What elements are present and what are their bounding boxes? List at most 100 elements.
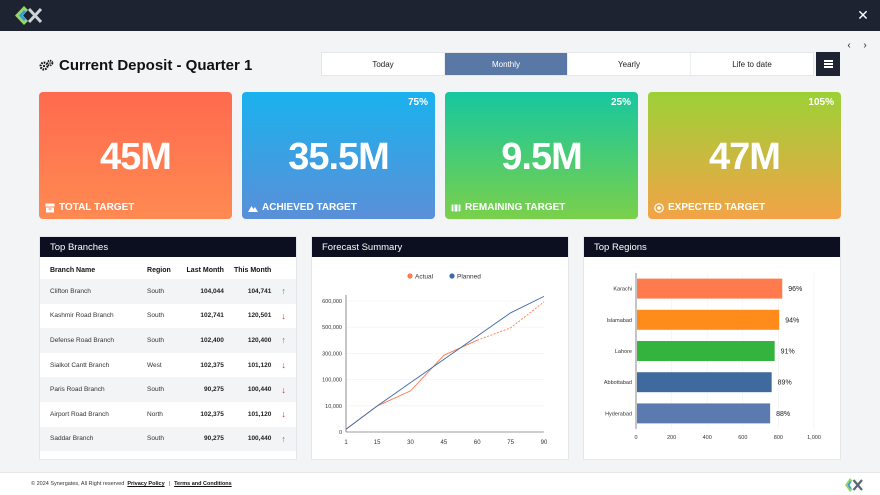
this-month-cell: 120,501 [247,312,272,320]
table-row[interactable]: Defense Road Branch South 102,400 120,400 ↑ [40,328,296,353]
expected-target-card[interactable]: 105% 47M EXPECTED TARGET [648,92,841,219]
top-bar: ✕ [0,0,880,31]
category-label: Lahore [615,349,632,355]
card-percent: 75% [407,97,428,108]
gears-icon [39,59,54,71]
table-row[interactable]: Kashmir Road Branch South 102,741 120,501 ↓ [40,304,296,329]
tab-monthly[interactable]: Monthly [445,53,568,75]
trend-cell: ↑ [275,279,296,304]
total-target-card[interactable]: 45M TOTAL TARGET [39,92,232,219]
this-month-cell: 120,400 [227,328,276,353]
next-page-button[interactable]: › [863,40,867,51]
period-tabs: Today Monthly Yearly Life to date [321,52,814,76]
last-month-cell: 102,375 [200,361,224,369]
synergates-logo [845,478,863,492]
category-label: Hyderabad [605,411,632,417]
category-label: Islamabad [607,318,632,324]
series-line-planned [345,295,545,430]
branch-name-cell: Clifton Branch [40,279,138,304]
x-tick-label: 400 [703,435,712,441]
achieved-target-card[interactable]: 75% 35.5M ACHIEVED TARGET [242,92,435,219]
trend-cell: ↓ [275,353,296,378]
category-label: Abbottabad [604,380,632,386]
footer: © 2024 Synergates, All Right reserved Pr… [0,472,880,495]
card-label: ACHIEVED TARGET [262,202,357,213]
this-month-cell: 101,120 [247,361,272,369]
region-cell: South [137,377,179,402]
tab-today[interactable]: Today [322,53,445,75]
this-month-cell: 100,440 [227,377,276,402]
card-label: TOTAL TARGET [59,202,135,213]
x-tick-label: 0 [634,435,637,441]
privacy-policy-link[interactable]: Privacy Policy [127,481,165,487]
arrow-down-icon: ↓ [281,310,286,321]
table-row[interactable]: Sialkot Cantt Branch West 102,375 101,120 ↓ [40,353,296,378]
card-value: 45M [100,136,172,178]
mountain-icon [248,205,258,212]
regions-bar-chart: 0 200 400 600 800 1,000 Karachi 96% Islamabad 94%… [604,273,821,441]
arrow-down-icon: ↓ [281,384,286,395]
column-header[interactable]: Region [147,266,171,274]
top-regions-panel: Top Regions 0 200 400 600 800 1,000 Karachi 96%… [583,236,841,460]
arrow-up-icon: ↑ [281,433,286,444]
synergates-logo[interactable] [14,5,46,26]
y-tick-label: 300,000 [322,351,342,357]
archive-icon [45,203,55,212]
branches-table: Branch Name Region Last Month This Month… [40,261,296,452]
this-month-cell: 101,120 [247,410,272,418]
card-value: 9.5M [501,136,582,178]
bar-value-label: 96% [788,286,802,293]
x-tick-label: 45 [441,440,448,446]
arrow-down-icon: ↓ [281,360,286,371]
region-bar[interactable] [637,372,772,393]
table-row[interactable]: Saddar Branch South 90,275 100,440 ↑ [40,426,296,452]
trend-cell: ↓ [275,304,296,329]
x-tick-label: 1 [344,440,348,446]
forecast-line-chart: Actual Planned 0 10,000 100,000 300,000 500,00… [322,273,548,446]
table-row[interactable]: Clifton Branch South 104,044 104,741 ↑ [40,279,296,304]
region-cell: North [147,410,163,418]
trend-cell: ↓ [275,402,296,427]
last-month-cell: 102,741 [200,312,224,320]
region-bar[interactable] [637,403,771,424]
remaining-target-card[interactable]: 25% 9.5M REMAINING TARGET [445,92,638,219]
tab-life-to-date[interactable]: Life to date [732,59,772,69]
panel-title: Top Regions [584,237,840,257]
last-month-cell: 90,275 [178,377,228,402]
region-bar[interactable] [637,278,783,299]
branch-name-cell: Paris Road Branch [40,377,138,402]
page-header: Current Deposit - Quarter 1 [39,55,252,75]
page-title: Current Deposit - Quarter 1 [59,56,253,74]
region-bar[interactable] [637,341,775,361]
card-value: 35.5M [288,136,390,178]
previous-page-button[interactable]: ‹ [847,40,851,51]
footer-separator: | [168,481,171,487]
column-header[interactable]: This Month [234,266,272,274]
card-percent: 25% [610,97,631,108]
menu-icon[interactable] [816,52,840,76]
card-label: REMAINING TARGET [465,202,566,213]
column-header[interactable]: Branch Name [50,266,96,274]
table-row[interactable]: Airport Road Branch North 102,375 101,120 ↓ [40,402,296,427]
tab-yearly[interactable]: Yearly [568,53,691,75]
x-tick-label: 200 [667,435,676,441]
bar-value-label: 88% [776,411,790,418]
region-bar[interactable] [637,309,780,330]
this-month-cell: 104,741 [227,279,276,304]
panel-title: Top Branches [40,237,296,257]
terms-link[interactable]: Terms and Conditions [174,481,232,487]
branch-name-cell: Airport Road Branch [50,410,109,418]
trend-cell: ↑ [275,328,296,353]
x-tick-label: 15 [374,440,381,446]
y-tick-label: 10,000 [325,404,342,410]
x-tick-label: 1,000 [807,435,821,441]
card-percent: 105% [808,97,834,108]
table-row[interactable]: Paris Road Branch South 90,275 100,440 ↓ [40,377,296,402]
branch-name-cell: Sialkot Cantt Branch [50,361,110,369]
branch-name-cell: Defense Road Branch [40,328,138,353]
close-icon[interactable]: ✕ [857,7,869,23]
region-cell: South [147,312,165,320]
region-cell: South [137,328,179,353]
chart-legend: Actual Planned [407,273,481,281]
column-header[interactable]: Last Month [186,266,224,274]
